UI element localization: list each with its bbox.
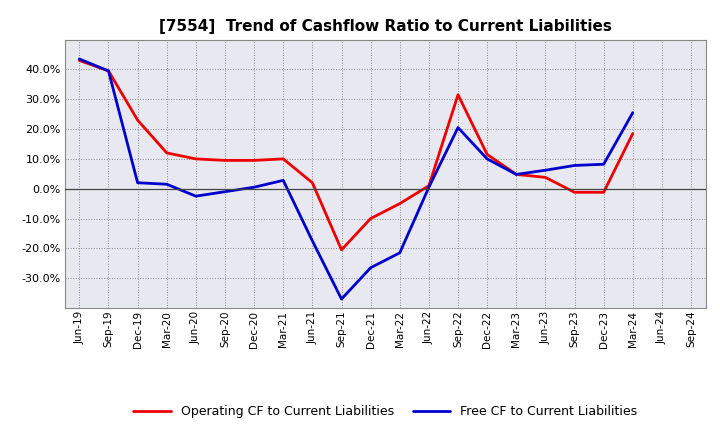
Free CF to Current Liabilities: [425, 184, 433, 190]
Free CF to Current Liabilities: [220, 189, 229, 194]
Operating CF to Current Liabilities: [337, 247, 346, 253]
Operating CF to Current Liabilities: [366, 216, 375, 221]
Free CF to Current Liabilities: [599, 161, 608, 167]
Operating CF to Current Liabilities: [454, 92, 462, 97]
Operating CF to Current Liabilities: [570, 190, 579, 195]
Free CF to Current Liabilities: [163, 182, 171, 187]
Operating CF to Current Liabilities: [425, 183, 433, 188]
Operating CF to Current Liabilities: [133, 117, 142, 123]
Operating CF to Current Liabilities: [192, 156, 200, 161]
Free CF to Current Liabilities: [250, 184, 258, 190]
Free CF to Current Liabilities: [337, 297, 346, 302]
Free CF to Current Liabilities: [133, 180, 142, 185]
Free CF to Current Liabilities: [512, 172, 521, 177]
Free CF to Current Liabilities: [395, 250, 404, 256]
Free CF to Current Liabilities: [570, 163, 579, 168]
Operating CF to Current Liabilities: [220, 158, 229, 163]
Operating CF to Current Liabilities: [483, 152, 492, 157]
Operating CF to Current Liabilities: [599, 190, 608, 195]
Line: Free CF to Current Liabilities: Free CF to Current Liabilities: [79, 59, 633, 299]
Operating CF to Current Liabilities: [512, 172, 521, 177]
Operating CF to Current Liabilities: [250, 158, 258, 163]
Free CF to Current Liabilities: [629, 110, 637, 115]
Operating CF to Current Liabilities: [308, 180, 317, 185]
Free CF to Current Liabilities: [483, 156, 492, 161]
Operating CF to Current Liabilities: [629, 131, 637, 136]
Free CF to Current Liabilities: [308, 238, 317, 243]
Free CF to Current Liabilities: [104, 68, 113, 73]
Operating CF to Current Liabilities: [75, 58, 84, 63]
Operating CF to Current Liabilities: [541, 175, 550, 180]
Operating CF to Current Liabilities: [104, 68, 113, 73]
Free CF to Current Liabilities: [454, 125, 462, 130]
Title: [7554]  Trend of Cashflow Ratio to Current Liabilities: [7554] Trend of Cashflow Ratio to Curren…: [159, 19, 611, 34]
Free CF to Current Liabilities: [192, 194, 200, 199]
Free CF to Current Liabilities: [75, 56, 84, 62]
Free CF to Current Liabilities: [279, 178, 287, 183]
Line: Operating CF to Current Liabilities: Operating CF to Current Liabilities: [79, 60, 633, 250]
Free CF to Current Liabilities: [366, 265, 375, 270]
Operating CF to Current Liabilities: [163, 150, 171, 156]
Legend: Operating CF to Current Liabilities, Free CF to Current Liabilities: Operating CF to Current Liabilities, Fre…: [128, 400, 642, 423]
Operating CF to Current Liabilities: [279, 156, 287, 161]
Free CF to Current Liabilities: [541, 168, 550, 173]
Operating CF to Current Liabilities: [395, 201, 404, 206]
